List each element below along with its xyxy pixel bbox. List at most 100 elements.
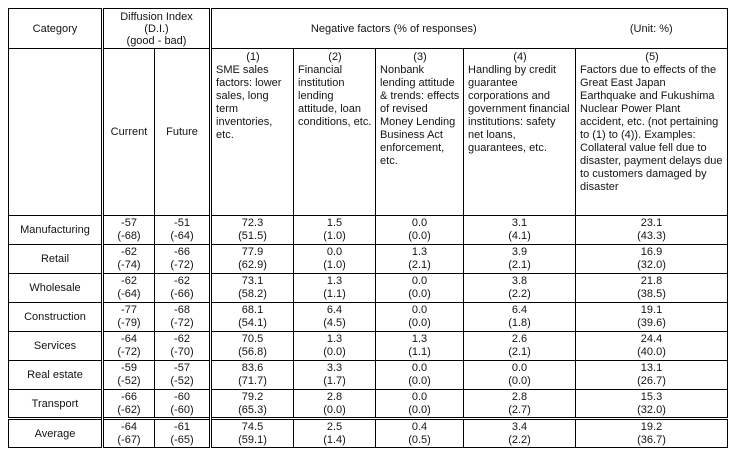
cell-di-future: -61 (-65) (153, 417, 212, 448)
value-sub: (-70) (170, 346, 194, 358)
category-empty-cell (8, 48, 103, 216)
cell-factor-3: 1.3 (2.1) (375, 244, 465, 274)
value-main: 24.4 (640, 333, 663, 345)
factor-description: SME sales factors: lower sales, long ter… (216, 64, 282, 141)
cell-factor-4: 2.8 (2.7) (463, 389, 577, 419)
factor-number: (1) (246, 51, 260, 63)
value-main: -59 (121, 362, 137, 374)
value-main: 3.1 (511, 217, 528, 229)
value-main: -68 (174, 304, 190, 316)
value-sub: (1.8) (508, 317, 531, 329)
value-main: 77.9 (241, 246, 264, 258)
value-sub: (-65) (170, 433, 194, 446)
cell-factor-4: 3.8 (2.2) (463, 273, 577, 303)
cell-factor-5: 21.8 (38.5) (575, 273, 729, 303)
current-column-header: Current (101, 48, 155, 216)
value-sub: (0.0) (508, 375, 531, 387)
value-main: 16.9 (640, 246, 663, 258)
value-sub: (62.9) (238, 259, 267, 271)
value-sub: (51.5) (238, 230, 267, 242)
value-sub: (0.0) (408, 317, 431, 329)
header-row-2: Current Future (1) SME sales factors: lo… (8, 48, 729, 216)
value-sub: (-74) (117, 259, 141, 271)
row-label: Manufacturing (8, 215, 103, 245)
value-main: 3.4 (511, 420, 528, 433)
value-main: -51 (174, 217, 190, 229)
value-main: 0.0 (326, 246, 343, 258)
cell-factor-3: 0.0 (0.0) (375, 215, 465, 245)
value-sub: (59.1) (238, 433, 267, 446)
cell-factor-3: 1.3 (1.1) (375, 331, 465, 361)
value-main: 3.9 (511, 246, 528, 258)
value-sub: (-64) (170, 230, 194, 242)
value-main: 13.1 (640, 362, 663, 374)
value-main: -60 (174, 390, 190, 403)
value-sub: (0.0) (408, 288, 431, 300)
value-sub: (4.1) (508, 230, 531, 242)
cell-factor-5: 15.3 (32.0) (575, 389, 729, 419)
cell-factor-3: 0.0 (0.0) (375, 360, 465, 390)
cell-factor-4: 3.4 (2.2) (463, 417, 577, 448)
value-main: -62 (174, 333, 190, 345)
value-sub: (-52) (117, 375, 141, 387)
cell-factor-2: 2.5 (1.4) (293, 417, 377, 448)
value-main: 2.8 (511, 390, 528, 403)
value-sub: (26.7) (637, 375, 666, 387)
value-main: 6.4 (511, 304, 528, 316)
value-main: 19.2 (640, 420, 663, 433)
factor-number: (3) (413, 51, 427, 63)
unit-label-cell: (Unit: %) (575, 8, 729, 49)
value-sub: (-68) (117, 230, 141, 242)
di-title: Diffusion Index (120, 10, 193, 23)
value-sub: (0.5) (408, 433, 431, 446)
cell-di-future: -62 (-70) (153, 331, 212, 361)
cell-factor-1: 72.3 (51.5) (209, 215, 295, 245)
cell-factor-1: 73.1 (58.2) (209, 273, 295, 303)
value-sub: (1.0) (323, 230, 346, 242)
value-sub: (2.1) (508, 259, 531, 271)
factor-column-header-5: (5) Factors due to effects of the Great … (575, 48, 729, 216)
value-sub: (2.1) (408, 259, 431, 271)
cell-factor-5: 23.1 (43.3) (575, 215, 729, 245)
cell-factor-4: 6.4 (1.8) (463, 302, 577, 332)
value-main: 74.5 (241, 420, 264, 433)
value-main: 23.1 (640, 217, 663, 229)
factor-description: Factors due to effects of the Great East… (580, 64, 723, 193)
value-sub: (-67) (117, 433, 141, 446)
table-row-real-estate: Real estate -59 (-52) -57 (-52) 83.6 (71.7)… (8, 360, 729, 390)
value-sub: (2.1) (508, 346, 531, 358)
value-sub: (0.0) (323, 403, 346, 416)
value-main: 15.3 (640, 390, 663, 403)
value-main: 1.3 (326, 275, 343, 287)
row-label: Construction (8, 302, 103, 332)
cell-di-future: -57 (-52) (153, 360, 212, 390)
value-main: 3.3 (326, 362, 343, 374)
value-main: 0.4 (411, 420, 428, 433)
table-row-construction: Construction -77 (-79) -68 (-72) 68.1 (54.1… (8, 302, 729, 332)
row-label: Retail (8, 244, 103, 274)
factor-number: (5) (645, 51, 659, 63)
row-label: Wholesale (8, 273, 103, 303)
cell-factor-2: 2.8 (0.0) (293, 389, 377, 419)
value-main: 1.3 (411, 333, 428, 345)
value-sub: (0.0) (323, 346, 346, 358)
value-sub: (1.1) (408, 346, 431, 358)
factor-description: Financial institution lending attitude, … (298, 64, 372, 128)
cell-di-current: -64 (-67) (101, 417, 155, 448)
negative-factors-header-cell: Negative factors (% of responses) (209, 8, 576, 49)
value-main: -77 (121, 304, 137, 316)
value-sub: (2.7) (508, 403, 531, 416)
value-main: -57 (174, 362, 190, 374)
value-main: -62 (174, 275, 190, 287)
cell-di-current: -66 (-62) (101, 389, 155, 419)
cell-factor-2: 3.3 (1.7) (293, 360, 377, 390)
value-sub: (65.3) (238, 403, 267, 416)
value-main: -61 (174, 420, 190, 433)
value-sub: (-52) (170, 375, 194, 387)
value-main: -62 (121, 246, 137, 258)
factor-column-header-4: (4) Handling by credit guarantee corpora… (463, 48, 577, 216)
value-sub: (36.7) (637, 433, 666, 446)
table-row-transport: Transport -66 (-62) -60 (-60) 79.2 (65.3) 2… (8, 389, 729, 419)
table-row-wholesale: Wholesale -62 (-64) -62 (-66) 73.1 (58.2) 1… (8, 273, 729, 303)
value-sub: (2.2) (508, 433, 531, 446)
